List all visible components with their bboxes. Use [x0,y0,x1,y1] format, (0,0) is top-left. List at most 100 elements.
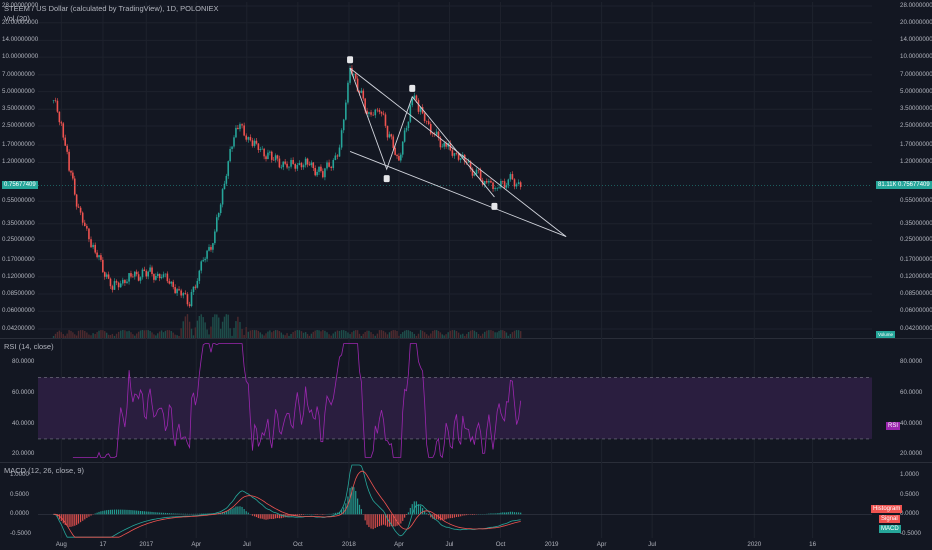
price-candle-body [88,228,90,240]
macd-histogram-bar [145,511,147,515]
macd-histogram-bar [518,512,520,515]
volume-bar [343,330,345,338]
macd-histogram-bar [147,511,149,515]
volume-bar [263,335,265,338]
macd-histogram-bar [233,507,235,515]
price-candle-body [105,274,108,277]
price-candle-body [265,156,267,160]
volume-bar [407,330,410,338]
price-candle-body [347,82,349,103]
volume-bar [439,332,442,338]
price-candle-body [409,105,412,122]
volume-bar [132,334,134,338]
price-candle-body [235,127,237,138]
volume-bar [464,335,466,338]
price-tick-left: 0.55000000 [2,197,35,205]
price-rsi-separator[interactable] [0,338,932,339]
volume-bar [398,335,400,338]
volume-bar [322,330,324,338]
macd-histogram-bar [384,514,387,526]
volume-bar [265,333,267,338]
volume-bar [479,335,482,338]
rsi-macd-separator[interactable] [0,462,932,463]
price-candle-body [298,163,301,165]
macd-histogram-bar [515,512,518,515]
volume-bar [338,330,341,338]
volume-bar [233,327,235,338]
price-candle-body [349,67,351,83]
time-tick: Aug [55,541,67,548]
macd-histogram-bar [109,509,112,515]
volume-bar [170,331,172,338]
volume-bar [402,332,404,338]
last-volume-badge: 81.11K [876,181,899,190]
volume-bar [455,331,458,338]
time-tick: Jul [445,541,454,548]
price-candle-body [251,140,254,146]
price-candle-body [509,174,512,180]
volume-bar [235,321,237,338]
price-candle-body [318,166,320,172]
macd-histogram-bar [251,514,254,516]
volume-bar [451,330,454,338]
volume-bar [355,330,357,338]
volume-bar [517,330,520,338]
volume-bar [386,334,389,338]
volume-bar [241,329,243,338]
price-candle-body [208,247,210,251]
macd-histogram-bar [84,514,86,520]
time-tick: Apr [394,541,404,548]
time-tick: 2018 [342,541,356,548]
price-tick-left: 10.00000000 [2,53,39,61]
volume-bar [139,330,142,338]
macd-histogram-bar [490,513,492,515]
volume-bar [216,314,218,338]
macd-histogram-bar [370,514,372,529]
macd-histogram-bar [265,514,267,520]
macd-histogram-bar [417,504,420,515]
volume-bar [511,332,514,338]
volume-bar [490,330,492,338]
price-candle-body [186,294,189,305]
price-candle-body [479,170,482,181]
macd-histogram-bar [180,513,182,515]
macd-histogram-bar [453,514,456,518]
price-candle-body [135,271,138,275]
price-candle-body [407,121,410,129]
volume-bar [120,330,122,338]
price-candle-body [134,271,136,277]
volume-label: Vol (20) [4,14,30,23]
macd-histogram-bar [460,514,462,517]
volume-bar [358,333,361,338]
volume-bar [107,334,110,338]
macd-histogram-bar [243,509,245,515]
price-candle-body [204,258,206,261]
macd-histogram-bar [390,514,392,527]
volume-bar [443,335,445,338]
macd-histogram-bar [257,514,259,519]
price-tick-right: 0.55000000 [900,197,932,205]
volume-bar [77,330,80,338]
volume-bar [70,330,72,338]
volume-bar [247,331,250,338]
volume-bar [302,332,305,338]
macd-histogram-bar [126,509,128,515]
price-candle-body [358,91,361,93]
price-candle-body [111,286,114,290]
macd-histogram-bar [90,514,92,516]
price-tick-right: 2.50000000 [900,122,932,130]
price-candle-body [515,184,518,187]
price-candle-body [453,153,456,156]
wave-path [349,68,495,198]
macd-histogram-bar [426,513,428,515]
volume-badge: Volume [876,331,896,338]
price-candle-body [155,275,157,280]
price-candle-body [435,131,438,135]
price-candle-body [132,276,134,278]
price-candle-body [126,281,128,284]
time-tick: Apr [191,541,202,548]
price-candle-body [294,163,297,169]
volume-bar [194,327,197,338]
volume-bar [356,330,359,338]
